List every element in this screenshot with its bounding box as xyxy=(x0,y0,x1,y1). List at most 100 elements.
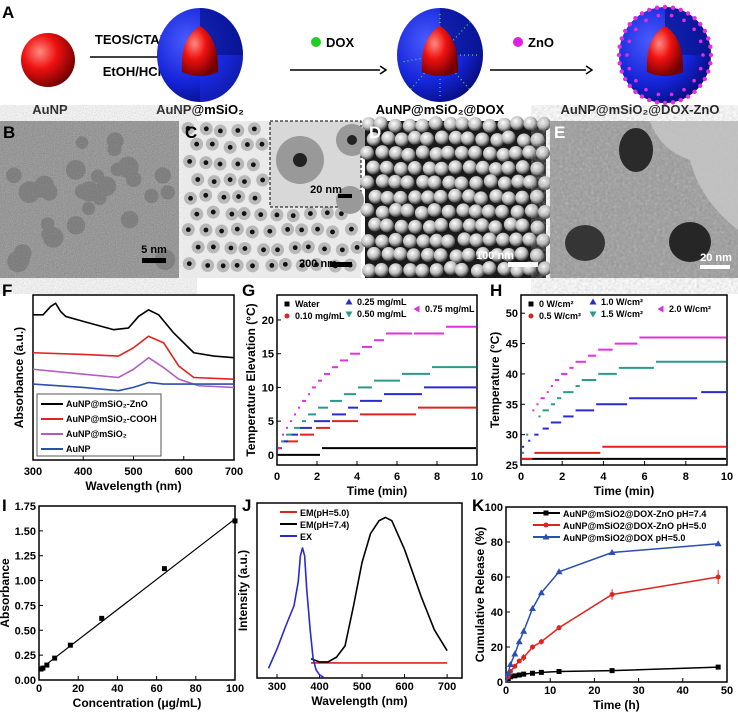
nanoparticle xyxy=(144,188,159,204)
sem-sphere xyxy=(368,189,383,204)
data-point xyxy=(40,665,46,671)
nanoparticle-core xyxy=(299,262,305,268)
sem-sphere xyxy=(361,117,376,132)
nanoparticle-core xyxy=(203,227,209,233)
zno-dot xyxy=(670,100,676,105)
sem-sphere xyxy=(530,161,545,176)
plot-frame xyxy=(38,505,236,681)
panel-label-h: H xyxy=(490,281,502,300)
zno-dot xyxy=(698,21,703,27)
sem-sphere xyxy=(388,174,403,189)
sem-sphere xyxy=(538,176,553,191)
aunp-sphere xyxy=(21,33,75,87)
y-tick-label: 40 xyxy=(506,369,518,381)
sem-sphere xyxy=(360,203,375,218)
panel-d-sem-image: D 100 nm xyxy=(360,116,553,278)
y-tick-label: 35 xyxy=(506,399,518,411)
data-point xyxy=(511,650,519,657)
data-point xyxy=(52,655,58,661)
nanoparticle-core xyxy=(211,179,217,185)
sem-sphere xyxy=(380,190,395,205)
sem-sphere xyxy=(490,133,505,148)
sem-sphere xyxy=(468,204,483,219)
sem-sphere xyxy=(388,232,403,247)
sem-sphere xyxy=(427,203,442,218)
data-point xyxy=(413,305,420,313)
x-tick-label: 700 xyxy=(225,466,243,478)
nanoparticle-core xyxy=(285,227,291,232)
x-tick-label: 500 xyxy=(353,681,371,693)
data-point xyxy=(609,592,615,597)
nanoparticle-core xyxy=(209,141,215,147)
step2-reagent: DOX xyxy=(326,35,355,50)
zno-dot xyxy=(639,11,645,16)
y-tick-label: 1.00 xyxy=(15,576,36,588)
x-tick-label: 2 xyxy=(559,471,565,483)
nanoparticle-core xyxy=(185,126,191,131)
sem-sphere xyxy=(495,204,510,219)
sem-sphere xyxy=(488,220,503,235)
series-line-1 xyxy=(310,516,448,663)
sem-sphere xyxy=(454,176,469,191)
nanoparticle-core xyxy=(315,226,320,232)
nanoparticle-core xyxy=(275,247,280,253)
zno-dot xyxy=(644,87,648,92)
nanoparticle-core xyxy=(307,211,313,216)
nanoparticle-core xyxy=(227,177,233,183)
aunp-msio2-dox-sphere xyxy=(397,8,483,102)
y-tick-label: 20 xyxy=(491,642,503,654)
nanoparticle-core xyxy=(349,226,354,232)
sem-sphere xyxy=(434,130,449,145)
sem-sphere xyxy=(457,232,472,247)
panel-label-i: I xyxy=(2,496,7,515)
sem-sphere xyxy=(475,218,490,233)
legend-label: AuNP@mSiO₂-COOH xyxy=(66,414,157,424)
nanoparticle-core xyxy=(314,262,319,267)
y-tick-label: 80 xyxy=(491,537,503,549)
sem-sphere xyxy=(497,176,512,191)
x-axis-label: Concentration (μg/mL) xyxy=(73,696,202,710)
y-tick-label: 0 xyxy=(497,677,503,689)
sem-sphere xyxy=(456,203,471,218)
x-tick-label: 300 xyxy=(24,466,42,478)
x-tick-label: 60 xyxy=(150,683,162,695)
sem-sphere xyxy=(448,188,463,203)
x-tick-label: 100 xyxy=(226,683,244,695)
nanoparticle-core xyxy=(324,210,330,216)
chart-panel-k: K 0 10 20 30 40 50 0 20 40 60 80 100 Time (h) Cumulati… xyxy=(472,496,733,712)
step3-arrow xyxy=(490,65,594,75)
nanoparticle-core xyxy=(269,263,275,268)
sem-sphere xyxy=(462,189,477,204)
legend-label: EM(pH=5.0) xyxy=(300,508,349,518)
data-point xyxy=(520,627,528,634)
y-tick-label: 60 xyxy=(491,572,503,584)
sem-sphere xyxy=(455,116,470,131)
panel-a-scheme: A TEOS/CTAB EtOH/HCl DOX xyxy=(2,3,719,117)
inset-scale-bar-label: 20 nm xyxy=(310,184,342,196)
sem-sphere xyxy=(522,175,537,190)
data-point xyxy=(345,311,353,318)
data-point xyxy=(555,568,563,575)
zno-dot xyxy=(678,97,683,103)
legend-label: 0.5 W/cm² xyxy=(539,311,581,321)
x-tick-label: 8 xyxy=(434,471,440,483)
sem-sphere xyxy=(415,263,430,278)
x-tick-label: 20 xyxy=(588,685,600,697)
zno-dot xyxy=(654,100,660,105)
nanoparticle-core xyxy=(305,244,311,250)
data-point xyxy=(530,670,536,676)
y-tick-label: 20 xyxy=(262,315,274,327)
zno-dot xyxy=(627,39,632,44)
nanoparticle-core xyxy=(217,128,223,134)
x-tick-label: 400 xyxy=(74,466,92,478)
sem-sphere xyxy=(514,246,529,261)
legend-label: 1.0 W/cm² xyxy=(601,297,643,307)
sem-sphere xyxy=(462,160,477,175)
zno-dot xyxy=(692,78,696,83)
x-tick-label: 10 xyxy=(721,471,733,483)
sem-sphere xyxy=(429,233,444,248)
nanoparticle-core xyxy=(188,195,193,201)
data-point xyxy=(512,663,518,669)
panel-label-g: G xyxy=(242,281,255,300)
nanoparticle xyxy=(117,156,139,179)
